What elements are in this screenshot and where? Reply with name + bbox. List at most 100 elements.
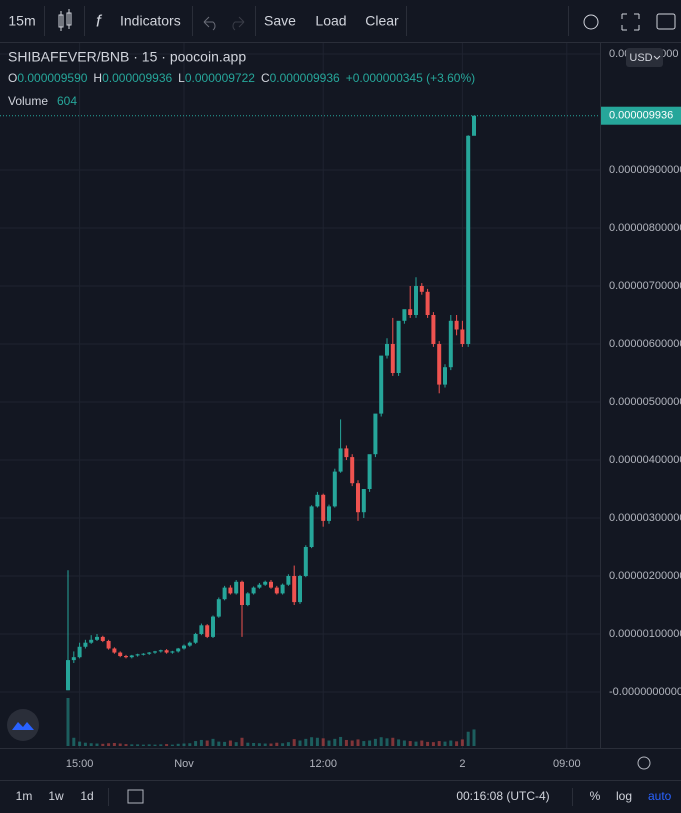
candle-body <box>402 309 407 321</box>
candles <box>66 115 476 691</box>
clear-button[interactable]: Clear <box>365 13 399 29</box>
h-label: H <box>93 71 102 85</box>
volume-bar <box>217 741 221 746</box>
range-button[interactable]: 1m <box>16 789 33 803</box>
x-tick-label: 2 <box>459 758 465 770</box>
volume-bar <box>252 742 256 746</box>
candle-body <box>124 656 128 658</box>
candle-body <box>182 645 186 649</box>
candle-body <box>222 587 227 600</box>
candle-body <box>141 653 146 655</box>
volume-bar <box>118 743 122 746</box>
volume-bar <box>275 742 279 746</box>
volume-bar <box>414 741 418 746</box>
fullscreen-icon[interactable] <box>621 13 640 31</box>
currency-label: USD <box>629 52 652 64</box>
y-tick-label: 0.00000200000 <box>609 570 681 582</box>
ohlc-legend: O0.000009590 H0.000009936 L0.000009722 C0.0… <box>8 71 475 85</box>
auto-button[interactable]: auto <box>648 789 672 803</box>
candle-body <box>338 448 343 472</box>
volume-bar <box>176 743 180 746</box>
volume-bar <box>321 738 325 746</box>
volume-bar <box>298 740 302 746</box>
candle-body <box>77 646 82 658</box>
logo-button[interactable] <box>7 709 39 741</box>
settings-icon[interactable] <box>583 14 599 30</box>
candle-body <box>216 599 221 617</box>
candle-type-icon[interactable] <box>58 9 72 31</box>
l-value: 0.000009722 <box>185 71 255 85</box>
log-button[interactable]: log <box>616 789 632 803</box>
candle-body <box>83 642 88 647</box>
volume-bar <box>437 741 441 746</box>
volume-bar <box>136 744 140 746</box>
candle-body <box>176 648 181 652</box>
undo-icon[interactable] <box>203 16 216 31</box>
volume-bar <box>228 740 232 746</box>
candle-body <box>327 506 331 521</box>
volume-bar <box>170 744 174 746</box>
fx-icon: f <box>96 11 103 30</box>
indicators-button[interactable]: Indicators <box>120 13 181 29</box>
volume-bar <box>368 740 372 746</box>
candle-body <box>100 636 105 641</box>
candle-body <box>437 344 442 385</box>
candle-body <box>234 581 239 594</box>
candle-body <box>309 506 314 547</box>
volume-bars <box>66 698 476 746</box>
volume-bar <box>147 744 151 746</box>
volume-bar <box>385 738 389 746</box>
x-tick-label: 15:00 <box>66 758 94 770</box>
candle-body <box>367 454 372 489</box>
candle-body <box>106 640 111 649</box>
candle-body <box>431 315 436 344</box>
candle-body <box>472 115 476 136</box>
x-tick-label: Nov <box>174 758 194 770</box>
c-value: 0.000009936 <box>270 71 340 85</box>
symbol-title: SHIBAFEVER/BNB · 15 · poocoin.app <box>8 49 246 65</box>
volume-bar <box>130 744 134 746</box>
axis-settings-icon[interactable] <box>637 756 651 770</box>
candle-body <box>385 344 389 356</box>
save-button[interactable]: Save <box>264 13 296 29</box>
volume-bar <box>449 740 453 746</box>
volume-bar <box>281 743 285 746</box>
volume-bar <box>269 743 273 746</box>
currency-caret <box>653 55 661 60</box>
h-value: 0.000009936 <box>102 71 172 85</box>
y-tick-label: -0.0000000000 <box>609 686 681 698</box>
percent-button[interactable]: % <box>590 789 601 803</box>
candle-body <box>211 616 215 637</box>
load-button[interactable]: Load <box>315 13 346 29</box>
range-button[interactable]: 1d <box>80 789 93 803</box>
volume-value: 604 <box>57 94 77 108</box>
volume-bar <box>95 743 99 746</box>
redo-icon[interactable] <box>232 16 245 31</box>
candle-body <box>350 457 355 484</box>
volume-bar <box>408 741 412 746</box>
range-button[interactable]: 1w <box>48 789 64 803</box>
x-tick-label: 09:00 <box>553 758 581 770</box>
snapshot-icon[interactable] <box>656 13 676 30</box>
last-price-label: 0.000009936 <box>609 110 673 122</box>
candle-body <box>379 355 384 414</box>
candle-body <box>419 286 424 292</box>
o-value: 0.000009590 <box>17 71 87 85</box>
candle-body <box>95 636 99 640</box>
candle-body <box>286 576 291 585</box>
candle-body <box>118 652 123 657</box>
date-range-icon[interactable] <box>127 789 144 804</box>
interval-button[interactable]: 15m <box>8 13 35 29</box>
candle-body <box>373 413 378 455</box>
y-tick-label: 0.00000400000 <box>609 454 681 466</box>
currency-button[interactable] <box>626 48 663 67</box>
volume-bar <box>72 737 76 746</box>
volume-bar <box>263 743 267 746</box>
volume-bar <box>112 742 116 746</box>
volume-bar <box>124 744 128 746</box>
volume-bar <box>211 738 215 746</box>
volume-bar <box>420 740 424 746</box>
y-tick-label: 0.00000900000 <box>609 164 681 176</box>
